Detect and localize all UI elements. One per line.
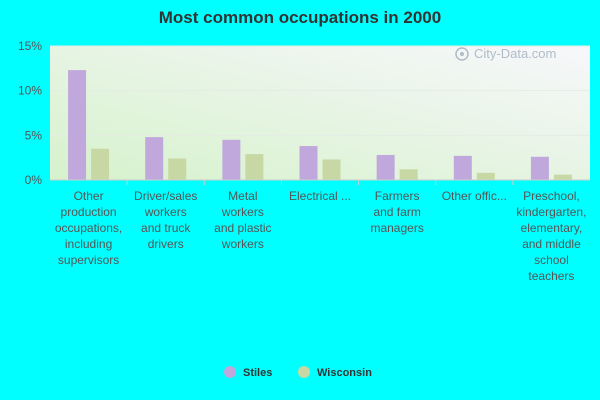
city-data-logo-icon bbox=[455, 47, 469, 61]
y-tick-label: 0% bbox=[25, 173, 43, 187]
legend-swatch-wisconsin bbox=[298, 366, 310, 378]
bar-stiles[interactable] bbox=[453, 155, 472, 180]
bar-stiles[interactable] bbox=[299, 146, 318, 180]
legend-swatch-stiles bbox=[224, 366, 236, 378]
grid-lines bbox=[50, 45, 590, 136]
bar-stiles[interactable] bbox=[222, 139, 241, 180]
x-category-label: Other production occupations, including supe… bbox=[55, 189, 122, 267]
x-category-label: Farmers and farm managers bbox=[370, 189, 423, 235]
y-tick-label: 10% bbox=[18, 84, 42, 98]
axes: 0% 5% 10% 15% Other production occupations, inc… bbox=[18, 39, 590, 283]
bar-wisconsin[interactable] bbox=[476, 172, 495, 180]
legend-label-stiles: Stiles bbox=[243, 367, 272, 379]
x-category-label: Driver/sales workers and truck drivers bbox=[134, 189, 197, 251]
x-category-label: Other offic... bbox=[442, 189, 507, 203]
y-tick-label: 5% bbox=[25, 128, 43, 142]
bars bbox=[68, 70, 572, 180]
x-category-label: Electrical ... bbox=[289, 189, 351, 203]
bar-wisconsin[interactable] bbox=[553, 174, 572, 180]
legend-label-wisconsin: Wisconsin bbox=[317, 367, 372, 379]
x-category-label: Preschool, kindergarten, elementary, and mi… bbox=[516, 189, 586, 283]
bar-wisconsin[interactable] bbox=[245, 154, 264, 180]
bar-wisconsin[interactable] bbox=[399, 169, 418, 180]
bar-stiles[interactable] bbox=[530, 156, 549, 180]
bar-wisconsin[interactable] bbox=[322, 159, 341, 180]
x-category-label: Metal workers and plastic workers bbox=[214, 189, 271, 251]
bar-stiles[interactable] bbox=[145, 137, 164, 180]
watermark-text: City-Data.com bbox=[474, 46, 556, 61]
legend: Stiles Wisconsin bbox=[224, 366, 372, 379]
bar-wisconsin[interactable] bbox=[91, 148, 110, 180]
bar-stiles[interactable] bbox=[68, 70, 87, 180]
y-tick-label: 15% bbox=[18, 39, 42, 53]
bar-stiles[interactable] bbox=[376, 154, 395, 180]
bar-wisconsin[interactable] bbox=[168, 158, 187, 180]
chart-title: Most common occupations in 2000 bbox=[158, 8, 442, 27]
plot-background bbox=[50, 46, 590, 180]
